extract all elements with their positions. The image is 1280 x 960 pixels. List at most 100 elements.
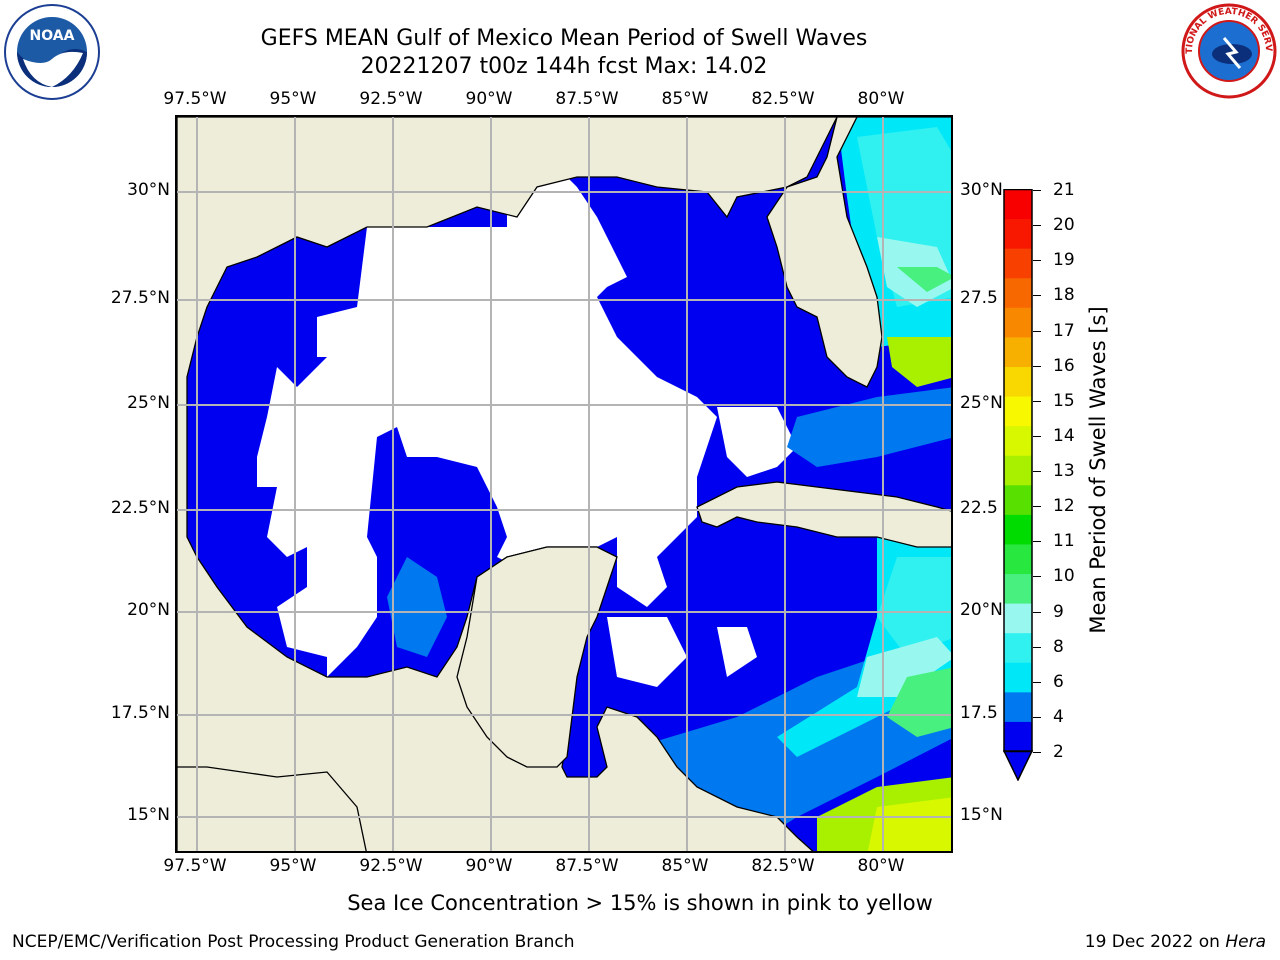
colorbar-segment bbox=[1004, 632, 1032, 663]
lon-top-label: 95°W bbox=[269, 89, 317, 109]
colorbar-tick-mark bbox=[1033, 471, 1041, 472]
land-north-america bbox=[177, 117, 951, 388]
lon-bottom-label: 97.5°W bbox=[163, 856, 227, 876]
lon-bottom-label: 80°W bbox=[857, 856, 905, 876]
colorbar-segment bbox=[1004, 307, 1032, 338]
colorbar-segment bbox=[1004, 425, 1032, 456]
lon-bottom-label: 85°W bbox=[661, 856, 709, 876]
lon-bottom-label: 82.5°W bbox=[751, 856, 815, 876]
colorbar-label: Mean Period of Swell Waves [s] bbox=[1086, 306, 1110, 634]
colorbar-segment bbox=[1004, 662, 1032, 693]
lat-left-label: 30°N bbox=[127, 180, 170, 200]
colorbar-tick-label: 20 bbox=[1053, 215, 1075, 236]
lon-top-label: 92.5°W bbox=[359, 89, 423, 109]
colorbar-tick-mark bbox=[1033, 611, 1041, 613]
colorbar-tick-label: 11 bbox=[1053, 531, 1075, 552]
lon-top-label: 80°W bbox=[857, 89, 905, 109]
colorbar-tick-label: 10 bbox=[1053, 566, 1075, 587]
colorbar-tick-mark bbox=[1033, 260, 1041, 262]
nws-logo: NATIONAL WEATHER SERVICE bbox=[1176, 0, 1278, 100]
noaa-logo: NOAA bbox=[3, 3, 101, 101]
map-title: GEFS MEAN Gulf of Mexico Mean Period of … bbox=[260, 26, 868, 51]
colorbar-tick-mark bbox=[1033, 646, 1041, 648]
colorbar-segment bbox=[1004, 514, 1032, 545]
map-subtitle: 20221207 t00z 144h fcst Max: 14.02 bbox=[360, 54, 768, 79]
colorbar-segment bbox=[1004, 189, 1032, 220]
lat-right-label: 20°N bbox=[960, 600, 1003, 620]
colorbar-tick-label: 4 bbox=[1053, 706, 1064, 727]
lon-top-label: 87.5°W bbox=[555, 89, 619, 109]
colorbar-segment bbox=[1004, 455, 1032, 486]
colorbar-tick-mark bbox=[1033, 541, 1041, 543]
colorbar-tick-label: 13 bbox=[1053, 461, 1075, 481]
colorbar-tick-mark bbox=[1033, 576, 1041, 578]
land-yucatan bbox=[456, 546, 618, 768]
lon-top-label: 82.5°W bbox=[751, 89, 815, 109]
lon-top-label: 90°W bbox=[465, 89, 513, 109]
colorbar-segment bbox=[1004, 277, 1032, 308]
colorbar-tick-mark bbox=[1033, 330, 1041, 332]
colorbar-segment bbox=[1004, 396, 1032, 427]
colorbar-tick-mark bbox=[1033, 365, 1041, 367]
colorbar-tick-mark bbox=[1033, 190, 1041, 191]
lon-bottom-label: 90°W bbox=[465, 856, 513, 876]
swell-yellowgreen-patch bbox=[177, 337, 951, 851]
colorbar-tick-mark bbox=[1033, 506, 1041, 508]
colorbar-tick-mark bbox=[1033, 400, 1041, 402]
colorbar-tick-label: 2 bbox=[1053, 742, 1064, 762]
colorbar-segment bbox=[1004, 484, 1032, 515]
colorbar-outline bbox=[1003, 189, 1033, 753]
colorbar-tick-mark bbox=[1033, 716, 1041, 718]
colorbar-tick-label: 14 bbox=[1053, 425, 1075, 446]
lat-right-label: 25°N bbox=[960, 393, 1003, 413]
colorbar-tick-label: 17 bbox=[1053, 320, 1075, 341]
footer-date: 19 Dec 2022 on Hera bbox=[1085, 932, 1266, 952]
colorbar-tick-mark bbox=[1033, 435, 1041, 437]
lat-right-label: 22.5 bbox=[960, 498, 998, 518]
lat-left-label: 22.5°N bbox=[110, 498, 170, 518]
lon-top-label: 97.5°W bbox=[163, 89, 227, 109]
colorbar-segment bbox=[1004, 603, 1032, 634]
colorbar-tick-mark bbox=[1033, 752, 1041, 753]
colorbar-segment bbox=[1004, 336, 1032, 367]
colorbar-tick-label: 19 bbox=[1053, 250, 1075, 271]
colorbar-extend-arrow bbox=[1003, 750, 1033, 781]
colorbar-segment bbox=[1004, 218, 1032, 249]
low-swell-white-east-patches bbox=[607, 407, 797, 837]
colorbar-segment bbox=[1004, 573, 1032, 604]
lon-bottom-label: 95°W bbox=[269, 856, 317, 876]
colorbar-tick-label: 21 bbox=[1053, 180, 1075, 200]
colorbar bbox=[1003, 189, 1033, 781]
lat-left-label: 17.5°N bbox=[110, 703, 170, 723]
svg-text:NOAA: NOAA bbox=[30, 28, 75, 44]
low-swell-white-west bbox=[177, 117, 717, 677]
colorbar-tick-mark bbox=[1033, 295, 1041, 297]
lat-left-label: 25°N bbox=[127, 393, 170, 413]
footer-machine: Hera bbox=[1225, 932, 1266, 952]
lat-right-label: 17.5 bbox=[960, 703, 998, 723]
map-canvas bbox=[177, 117, 951, 851]
colorbar-tick-label: 6 bbox=[1053, 671, 1064, 692]
lon-top-label: 85°W bbox=[661, 89, 709, 109]
colorbar-segment bbox=[1004, 366, 1032, 397]
colorbar-segment bbox=[1004, 721, 1032, 752]
colorbar-tick-label: 16 bbox=[1053, 355, 1075, 376]
footer-date-text: 19 Dec 2022 on bbox=[1084, 932, 1226, 952]
colorbar-segment bbox=[1004, 248, 1032, 279]
colorbar-tick-label: 18 bbox=[1053, 285, 1075, 306]
colorbar-tick-label: 8 bbox=[1053, 636, 1064, 657]
swell-yellow-patch bbox=[867, 797, 951, 851]
map-panel bbox=[175, 115, 953, 853]
lat-right-label: 15°N bbox=[960, 805, 1003, 825]
colorbar-tick-label: 15 bbox=[1053, 390, 1075, 411]
lat-left-label: 15°N bbox=[127, 805, 170, 825]
colorbar-tick-label: 12 bbox=[1053, 496, 1075, 517]
lat-right-label: 30°N bbox=[960, 180, 1003, 200]
lat-left-label: 27.5°N bbox=[110, 288, 170, 308]
colorbar-tick-mark bbox=[1033, 681, 1041, 683]
footer-credit: NCEP/EMC/Verification Post Processing Pr… bbox=[12, 932, 575, 952]
colorbar-segment bbox=[1004, 543, 1032, 575]
colorbar-tick-label: 9 bbox=[1053, 601, 1064, 622]
land-cuba bbox=[696, 481, 951, 548]
colorbar-segment bbox=[1004, 691, 1032, 722]
